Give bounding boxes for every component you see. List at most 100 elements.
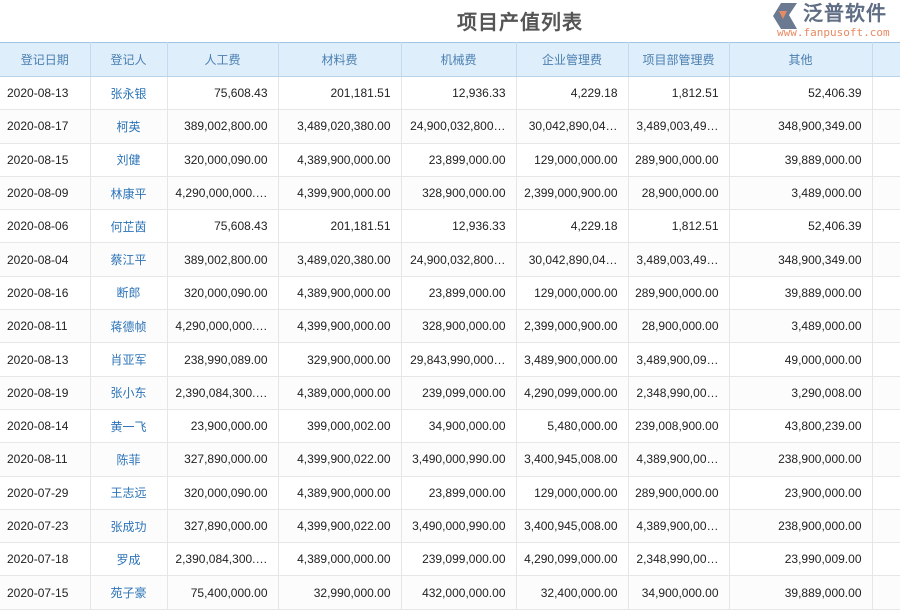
table-row[interactable]: 2020-08-04 蔡江平 389,002,800.00 3,489,020,380…	[0, 242, 900, 277]
cell-amount: 3,490,000,990.00	[401, 509, 517, 544]
table-row[interactable]: 2020-08-13 肖亚军 238,990,089.00 329,900,000.0…	[0, 342, 900, 377]
table-row[interactable]: 2020-08-19 张小东 2,390,084,300.… 4,389,000,00…	[0, 376, 900, 410]
cell-amount: 320,000,090.00	[167, 276, 279, 311]
cell-empty	[872, 342, 900, 377]
cell-registrant-link[interactable]: 张成功	[90, 509, 168, 544]
cell-amount: 28,900,000.00	[628, 176, 730, 211]
cell-amount: 389,002,800.00	[167, 109, 279, 144]
cell-registrant-link[interactable]: 林康平	[90, 176, 168, 211]
table-row[interactable]: 2020-08-13 张永银 75,608.43 201,181.51 12,936.3…	[0, 76, 900, 111]
cell-date: 2020-08-11	[0, 442, 91, 477]
cell-amount: 2,390,084,300.…	[167, 542, 279, 577]
column-header[interactable]: 人工费	[167, 42, 279, 77]
table-row[interactable]: 2020-08-14 黄一飞 23,900,000.00 399,000,002.00…	[0, 409, 900, 444]
table-row[interactable]: 2020-08-16 断郎 320,000,090.00 4,389,900,000.…	[0, 276, 900, 311]
cell-amount: 43,800,239.00	[729, 409, 873, 444]
cell-amount: 129,000,000.00	[516, 276, 629, 311]
cell-empty	[872, 575, 900, 610]
table-row[interactable]: 2020-08-11 蒋德帧 4,290,000,000.… 4,399,900,00…	[0, 309, 900, 344]
cell-empty	[872, 143, 900, 177]
cell-amount: 4,399,900,000.00	[278, 176, 402, 211]
cell-amount: 49,000,000.00	[729, 342, 873, 377]
column-header[interactable]: 项目部管理费	[628, 42, 730, 77]
cell-amount: 3,290,008.00	[729, 376, 873, 410]
column-header[interactable]: 登记日期	[0, 42, 91, 77]
cell-registrant-link[interactable]: 张永银	[90, 76, 168, 111]
table-row[interactable]: 2020-08-11 陈菲 327,890,000.00 4,399,900,022.…	[0, 442, 900, 477]
column-header[interactable]: 机械费	[401, 42, 517, 77]
cell-amount: 3,400,945,008.00	[516, 509, 629, 544]
cell-registrant-link[interactable]: 苑子豪	[90, 575, 168, 610]
cell-empty	[872, 542, 900, 577]
column-header[interactable]: 企业管理费	[516, 42, 629, 77]
cell-amount: 129,000,000.00	[516, 476, 629, 510]
cell-amount: 4,290,000,000.…	[167, 176, 279, 211]
cell-amount: 432,000,000.00	[401, 575, 517, 610]
cell-amount: 289,900,000.00	[628, 476, 730, 510]
cell-amount: 4,290,099,000.00	[516, 376, 629, 410]
cell-empty	[872, 376, 900, 410]
table-row[interactable]: 2020-08-15 刘健 320,000,090.00 4,389,900,000.…	[0, 143, 900, 177]
cell-amount: 39,889,000.00	[729, 143, 873, 177]
cell-amount: 23,990,009.00	[729, 542, 873, 577]
column-header[interactable]: 登记人	[90, 42, 168, 77]
cell-amount: 4,399,900,022.00	[278, 442, 402, 477]
cell-empty	[872, 309, 900, 344]
cell-amount: 23,900,000.00	[167, 409, 279, 444]
table-row[interactable]: 2020-07-18 罗成 2,390,084,300.… 4,389,000,000…	[0, 542, 900, 577]
table-row[interactable]: 2020-07-29 王志远 320,000,090.00 4,389,900,000…	[0, 476, 900, 510]
cell-empty	[872, 276, 900, 311]
cell-amount: 289,900,000.00	[628, 143, 730, 177]
table-row[interactable]: 2020-07-15 苑子豪 75,400,000.00 32,990,000.00 4…	[0, 575, 900, 610]
cell-registrant-link[interactable]: 何芷茵	[90, 209, 168, 244]
cell-date: 2020-08-06	[0, 209, 91, 244]
cell-registrant-link[interactable]: 黄一飞	[90, 409, 168, 444]
cell-amount: 2,348,990,00…	[628, 376, 730, 410]
cell-amount: 30,042,890,04…	[516, 242, 629, 277]
table-row[interactable]: 2020-08-06 何芷茵 75,608.43 201,181.51 12,936.3…	[0, 209, 900, 244]
cell-amount: 4,229.18	[516, 76, 629, 111]
cell-amount: 1,812.51	[628, 76, 730, 111]
cell-amount: 24,900,032,800…	[401, 242, 517, 277]
table-row[interactable]: 2020-08-09 林康平 4,290,000,000.… 4,399,900,00…	[0, 176, 900, 211]
column-header[interactable]	[872, 42, 900, 77]
cell-amount: 4,389,900,000.00	[278, 276, 402, 311]
cell-amount: 52,406.39	[729, 209, 873, 244]
cell-registrant-link[interactable]: 刘健	[90, 143, 168, 177]
cell-amount: 327,890,000.00	[167, 442, 279, 477]
cell-amount: 348,900,349.00	[729, 109, 873, 144]
cell-date: 2020-07-23	[0, 509, 91, 544]
cell-empty	[872, 476, 900, 510]
cell-amount: 3,489,000.00	[729, 309, 873, 344]
table-row[interactable]: 2020-08-17 柯英 389,002,800.00 3,489,020,380.…	[0, 109, 900, 144]
cell-amount: 4,389,900,00…	[628, 509, 730, 544]
cell-registrant-link[interactable]: 陈菲	[90, 442, 168, 477]
cell-amount: 2,348,990,00…	[628, 542, 730, 577]
column-header[interactable]: 其他	[729, 42, 873, 77]
cell-registrant-link[interactable]: 肖亚军	[90, 342, 168, 377]
cell-amount: 238,900,000.00	[729, 442, 873, 477]
cell-amount: 328,900,000.00	[401, 309, 517, 344]
cell-amount: 12,936.33	[401, 209, 517, 244]
cell-amount: 75,608.43	[167, 76, 279, 111]
cell-amount: 3,490,000,990.00	[401, 442, 517, 477]
cell-registrant-link[interactable]: 蔡江平	[90, 242, 168, 277]
cell-registrant-link[interactable]: 罗成	[90, 542, 168, 577]
cell-empty	[872, 209, 900, 244]
cell-registrant-link[interactable]: 张小东	[90, 376, 168, 410]
cell-amount: 32,990,000.00	[278, 575, 402, 610]
cell-amount: 34,900,000.00	[401, 409, 517, 444]
project-output-table: 登记日期 登记人 人工费 材料费 机械费 企业管理费 项目部管理费 其他 2020-08-13…	[0, 42, 900, 610]
cell-registrant-link[interactable]: 断郎	[90, 276, 168, 311]
cell-amount: 4,389,000,000.00	[278, 376, 402, 410]
cell-registrant-link[interactable]: 柯英	[90, 109, 168, 144]
cell-amount: 24,900,032,800…	[401, 109, 517, 144]
cell-registrant-link[interactable]: 王志远	[90, 476, 168, 510]
cell-registrant-link[interactable]: 蒋德帧	[90, 309, 168, 344]
cell-amount: 5,480,000.00	[516, 409, 629, 444]
column-header[interactable]: 材料费	[278, 42, 402, 77]
cell-amount: 348,900,349.00	[729, 242, 873, 277]
cell-amount: 75,400,000.00	[167, 575, 279, 610]
cell-amount: 30,042,890,04…	[516, 109, 629, 144]
table-row[interactable]: 2020-07-23 张成功 327,890,000.00 4,399,900,022…	[0, 509, 900, 544]
